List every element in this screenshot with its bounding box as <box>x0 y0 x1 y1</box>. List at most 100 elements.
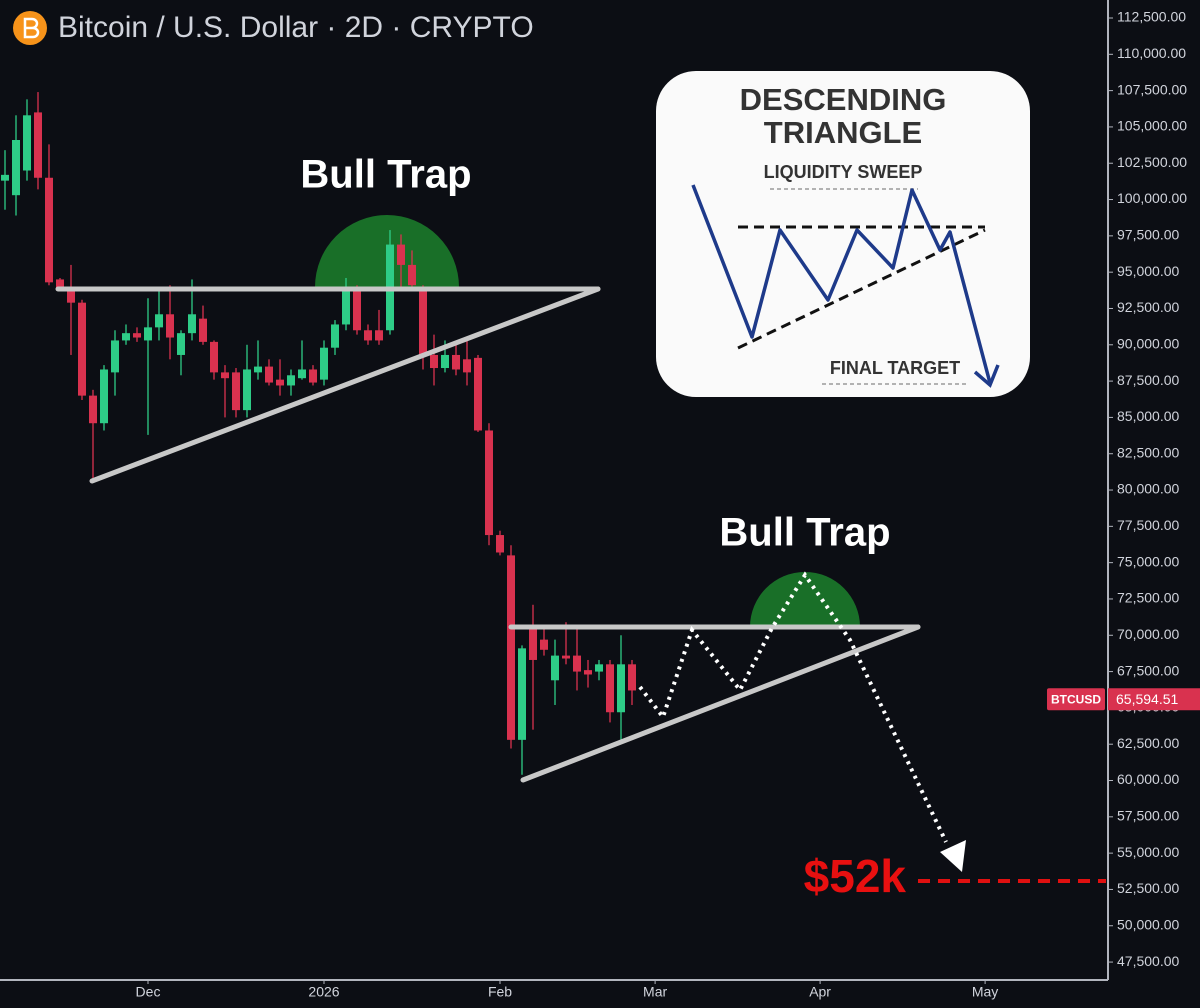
candle-body <box>276 379 284 386</box>
y-tick-label: 47,500.00 <box>1117 953 1179 969</box>
candle-body <box>529 629 537 660</box>
candle-body <box>1 174 9 181</box>
candle-body <box>364 330 372 341</box>
chart-title: Bitcoin / U.S. Dollar · 2D · CRYPTO <box>58 11 534 44</box>
projection-arrowhead <box>940 840 966 872</box>
candle-body <box>133 333 141 338</box>
candles <box>1 92 636 775</box>
y-tick-label: 102,500.00 <box>1117 154 1187 170</box>
candle-body <box>474 357 482 431</box>
candle-body <box>540 639 548 650</box>
annotation: Bull Trap <box>719 511 890 555</box>
candle-body <box>463 359 471 373</box>
candle-body <box>551 655 559 681</box>
y-tick-label: 112,500.00 <box>1117 9 1186 25</box>
triangles <box>55 286 921 783</box>
candle-body <box>254 366 262 373</box>
candle-body <box>56 279 64 289</box>
y-tick-label: 82,500.00 <box>1117 444 1179 460</box>
candle-body <box>265 366 273 383</box>
candle-body <box>628 664 636 691</box>
candle-body <box>375 330 383 341</box>
candle-body <box>89 395 97 424</box>
candle-body <box>166 314 174 338</box>
projection-path <box>638 571 948 843</box>
inset-title: DESCENDING <box>740 82 947 117</box>
y-tick-label: 80,000.00 <box>1117 481 1179 497</box>
x-tick-label: 2026 <box>308 984 339 1000</box>
candle-body <box>111 340 119 373</box>
y-tick-label: 57,500.00 <box>1117 808 1179 824</box>
candle-body <box>331 324 339 348</box>
y-tick-label: 107,500.00 <box>1117 81 1187 97</box>
candle-body <box>221 372 229 379</box>
y-tick-label: 72,500.00 <box>1117 590 1179 606</box>
candle-body <box>144 327 152 341</box>
y-tick-label: 110,000.00 <box>1117 45 1186 61</box>
candle-body <box>34 112 42 178</box>
candle-body <box>452 354 460 370</box>
y-tick-label: 60,000.00 <box>1117 771 1179 787</box>
candle-body <box>342 288 350 325</box>
candle-body <box>397 244 405 265</box>
x-tick-label: Dec <box>136 984 161 1000</box>
y-tick-label: 95,000.00 <box>1117 263 1179 279</box>
candle-body <box>188 314 196 334</box>
candle-body <box>430 354 438 369</box>
candle-body <box>518 648 526 740</box>
candle-body <box>12 139 20 196</box>
symbol-tag-label: BTCUSD <box>1051 692 1101 706</box>
inset-card <box>656 71 1030 397</box>
candle-body <box>595 664 603 672</box>
candle-body <box>287 375 295 386</box>
candle-body <box>67 289 75 303</box>
candle-body <box>485 430 493 536</box>
inset-title: TRIANGLE <box>764 115 922 150</box>
candle-body <box>496 535 504 553</box>
y-tick-label: 50,000.00 <box>1117 916 1179 932</box>
target-label: $52k <box>804 850 907 902</box>
candle-body <box>298 369 306 379</box>
candle-body <box>584 670 592 675</box>
y-tick-label: 97,500.00 <box>1117 227 1179 243</box>
y-tick-label: 62,500.00 <box>1117 735 1179 751</box>
symbol-tag <box>1047 688 1105 711</box>
inset-label: LIQUIDITY SWEEP <box>764 162 923 182</box>
candle-body <box>408 264 416 286</box>
price-tag <box>1108 688 1200 711</box>
candle-body <box>309 369 317 383</box>
y-tick-label: 77,500.00 <box>1117 517 1179 533</box>
candle-body <box>122 333 130 341</box>
candle-body <box>320 347 328 380</box>
inset-path <box>691 184 992 384</box>
y-tick-label: 90,000.00 <box>1117 335 1179 351</box>
support-line <box>520 624 921 783</box>
candle-body <box>45 177 53 283</box>
annotation: Bull Trap <box>300 153 471 197</box>
bitcoin-icon-glyph <box>23 17 40 39</box>
candle-body <box>606 664 614 713</box>
y-tick-label: 67,500.00 <box>1117 662 1179 678</box>
y-tick-label: 85,000.00 <box>1117 408 1179 424</box>
candle-body <box>243 369 251 411</box>
inset-support <box>737 228 986 350</box>
candle-body <box>78 302 86 396</box>
candle-body <box>617 664 625 713</box>
candle-body <box>155 314 163 328</box>
y-tick-label: 75,000.00 <box>1117 553 1179 569</box>
y-tick-label: 52,500.00 <box>1117 880 1179 896</box>
candle-body <box>199 318 207 342</box>
y-tick-label: 105,000.00 <box>1117 118 1187 134</box>
price-axis <box>1108 0 1200 1008</box>
inset: DESCENDING TRIANGLE LIQUIDITY SWEEP FINA… <box>656 71 1030 397</box>
y-tick-label: 55,000.00 <box>1117 844 1179 860</box>
x-tick-label: Feb <box>488 984 512 1000</box>
candle-body <box>441 354 449 369</box>
candle-body <box>353 289 361 331</box>
candle-body <box>100 369 108 424</box>
price-tag-label: 65,594.51 <box>1116 691 1178 707</box>
candle-body <box>507 555 515 740</box>
candle-body <box>210 341 218 373</box>
x-tick-label: Mar <box>643 984 667 1000</box>
